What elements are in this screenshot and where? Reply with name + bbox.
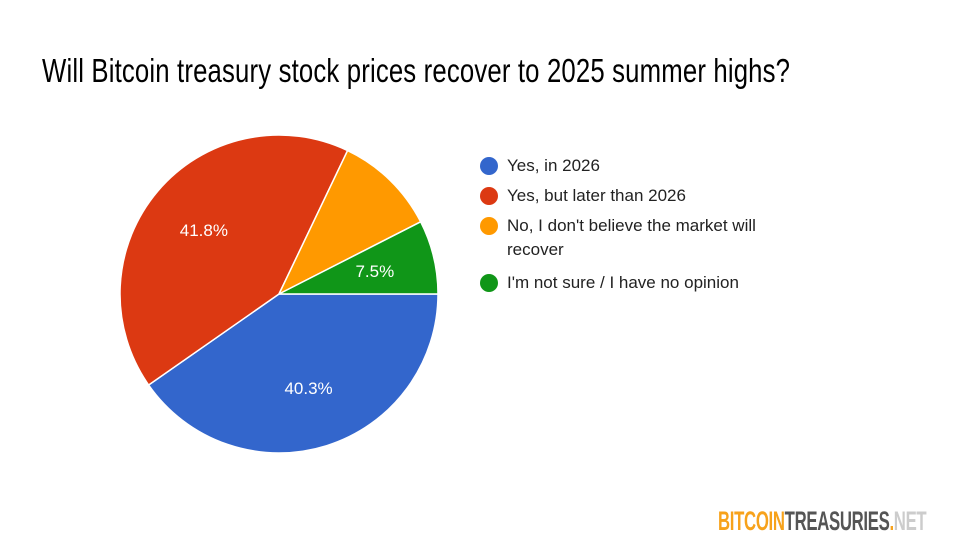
legend-swatch [480,157,498,175]
legend-item: Yes, in 2026 [480,154,801,178]
legend-label: I'm not sure / I have no opinion [507,273,739,292]
legend-label: Yes, in 2026 [507,156,600,175]
chart-title: Will Bitcoin treasury stock prices recov… [42,52,791,89]
legend-item: No, I don't believe the market will reco… [480,214,801,262]
legend-swatch [480,187,498,205]
logo-net: NET [893,506,927,536]
slice-label-0: 40.3% [284,379,332,398]
legend-label: Yes, but later than 2026 [507,186,686,205]
logo: BITCOINTREASURIES.NET [718,506,927,537]
legend-swatch [480,274,498,292]
pie-slice-2 [277,149,422,296]
legend-item: I'm not sure / I have no opinion [480,271,801,295]
logo-dot: . [889,506,894,536]
pie-slice-0 [147,293,439,454]
slice-label-1: 41.8% [180,221,228,240]
legend-swatch [480,217,498,235]
slice-label-3: 7.5% [355,262,394,281]
logo-bitcoin: BITCOIN [718,506,785,536]
legend-item: Yes, but later than 2026 [480,184,801,208]
logo-treasuries: TREASURIES [784,506,890,536]
pie-slice-1 [119,134,349,387]
pie-slice-3 [278,220,439,295]
legend-label: No, I don't believe the market will reco… [507,216,756,259]
